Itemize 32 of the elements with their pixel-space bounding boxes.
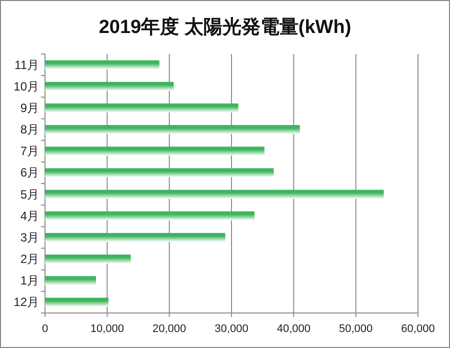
y-tick-label: 7月	[20, 144, 39, 158]
x-tick-label: 50,000	[339, 323, 373, 335]
y-tick-label: 2月	[20, 252, 39, 266]
chart-title: 2019年度 太陽光発電量(kWh)	[98, 16, 352, 38]
x-tick-label: 0	[42, 323, 48, 335]
bar	[45, 125, 300, 134]
y-tick-label: 11月	[14, 58, 39, 72]
x-tick-label: 10,000	[90, 323, 124, 335]
bar	[45, 232, 226, 242]
bar	[45, 146, 264, 156]
y-tick-label: 6月	[20, 166, 39, 180]
bar	[45, 211, 254, 220]
y-tick-label: 10月	[14, 79, 39, 94]
y-tick-label: 12月	[14, 295, 39, 310]
bar	[45, 60, 160, 70]
y-tick-label: 3月	[20, 230, 39, 244]
bar	[45, 254, 131, 264]
bar	[45, 168, 274, 178]
y-tick-label: 5月	[20, 187, 39, 202]
x-tick-label: 20,000	[152, 323, 186, 335]
y-tick-label: 9月	[20, 100, 39, 115]
x-tick-label: 60,000	[401, 323, 435, 335]
bar	[45, 190, 384, 199]
bar	[45, 103, 238, 112]
y-tick-label: 1月	[20, 274, 39, 288]
bar	[45, 82, 174, 91]
x-tick-label: 40,000	[276, 323, 310, 335]
y-tick-label: 8月	[20, 122, 39, 137]
bar	[45, 276, 96, 286]
bar	[45, 298, 108, 307]
x-tick-label: 30,000	[214, 323, 248, 335]
y-tick-label: 4月	[20, 208, 39, 223]
